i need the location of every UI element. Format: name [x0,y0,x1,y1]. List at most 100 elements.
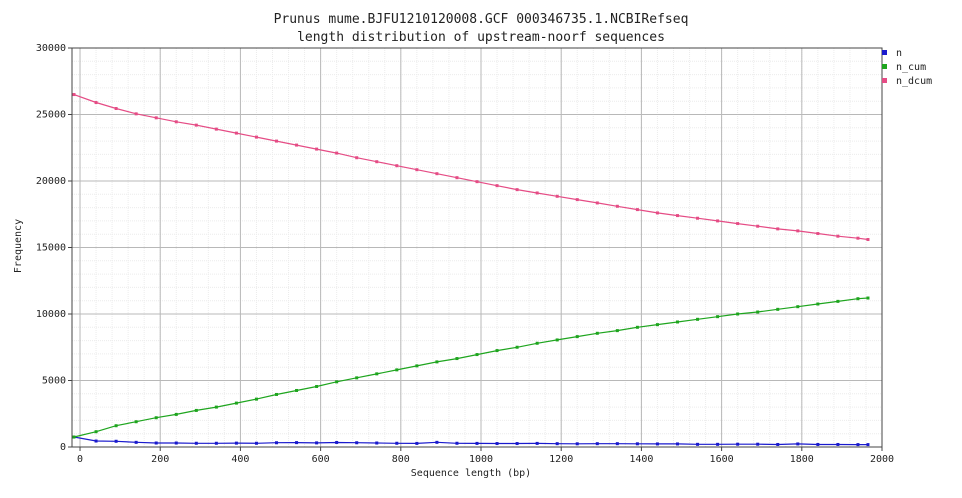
data-point [816,442,820,446]
series-n-dcum [72,93,870,242]
data-point [315,384,319,388]
data-point [234,441,238,445]
data-point [435,172,439,176]
data-point [655,211,659,215]
legend-marker [882,64,887,69]
data-point [455,441,459,445]
data-point [295,388,299,392]
data-point [776,307,780,311]
data-point [595,201,599,205]
data-point [866,296,870,300]
data-point [275,392,279,396]
x-tick-label: 600 [312,454,330,465]
data-point [655,323,659,327]
x-axis-label: Sequence length (bp) [411,468,531,479]
data-point [515,442,519,446]
data-point [836,442,840,446]
data-point [635,208,639,212]
legend-label: n_cum [896,62,926,73]
x-tick-label: 2000 [870,454,894,465]
y-axis-ticks: 0 5000 10000 15000 20000 25000 30000 [36,43,72,453]
data-point [716,315,720,319]
data-point [395,164,399,168]
data-point [736,222,740,226]
data-point [836,299,840,303]
x-tick-label: 200 [151,454,169,465]
data-point [134,420,138,424]
data-point [154,416,158,420]
chart-title-line1: Prunus mume.BJFU1210120008.GCF 000346735… [274,12,689,27]
data-point [335,440,339,444]
data-point [816,302,820,306]
data-point [174,412,178,416]
data-point [174,441,178,445]
data-point [675,214,679,218]
data-point [254,135,258,139]
data-point [194,441,198,445]
data-point [415,364,419,368]
data-point [736,312,740,316]
data-point [475,441,479,445]
data-point [114,107,118,111]
data-point [174,120,178,124]
x-tick-label: 400 [231,454,249,465]
data-point [275,139,279,143]
data-point [856,297,860,301]
data-point [315,147,319,151]
data-point [475,180,479,184]
data-point [696,442,700,446]
x-tick-label: 1400 [629,454,653,465]
data-point [475,353,479,357]
data-point [335,151,339,155]
data-point [254,441,258,445]
data-point [575,198,579,202]
legend: n n_cum n_dcum [882,48,932,87]
data-point [756,310,760,314]
data-point [796,442,800,446]
data-point [415,168,419,172]
legend-marker [882,50,887,55]
data-point [856,443,860,447]
data-point [535,191,539,195]
data-point [72,435,76,439]
series-line [73,436,868,446]
data-point [655,442,659,446]
data-point [415,441,419,445]
data-point [696,317,700,321]
x-tick-label: 1800 [790,454,814,465]
data-point [535,441,539,445]
data-point [495,349,499,353]
data-point [615,442,619,446]
data-point [355,376,359,380]
data-point [194,408,198,412]
data-point [335,380,339,384]
y-tick-label: 10000 [36,309,66,320]
y-tick-label: 20000 [36,176,66,187]
data-point [435,440,439,444]
data-point [675,320,679,324]
data-point [535,341,539,345]
data-point [836,234,840,238]
major-grid [72,47,883,448]
data-point [134,112,138,116]
x-tick-label: 800 [392,454,410,465]
data-point [114,439,118,443]
data-point [375,372,379,376]
data-point [194,123,198,127]
data-point [555,442,559,446]
data-point [395,368,399,372]
series-n-cum [72,296,870,439]
data-point [395,441,399,445]
data-point [675,442,679,446]
data-point [214,441,218,445]
data-point [375,160,379,164]
y-tick-label: 25000 [36,110,66,121]
y-tick-label: 30000 [36,43,66,54]
data-point [355,441,359,445]
data-point [214,405,218,409]
data-point [696,216,700,220]
series-layer [72,93,870,447]
y-tick-label: 5000 [42,376,66,387]
